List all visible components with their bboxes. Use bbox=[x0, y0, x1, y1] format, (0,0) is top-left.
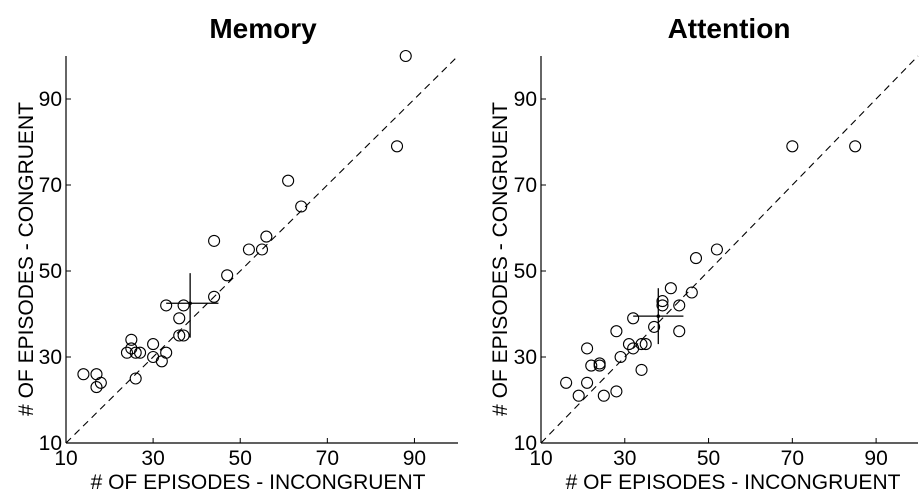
data-point bbox=[160, 299, 173, 312]
data-point bbox=[120, 346, 134, 359]
data-point bbox=[208, 234, 221, 247]
chart-title: Memory bbox=[209, 13, 317, 44]
data-point bbox=[610, 385, 623, 398]
data-point bbox=[689, 252, 703, 265]
mean-marker bbox=[656, 314, 661, 318]
x-tick-label: 50 bbox=[229, 447, 252, 470]
data-point bbox=[627, 312, 640, 325]
data-point bbox=[581, 376, 594, 389]
y-tick-label: 50 bbox=[514, 260, 537, 283]
data-point bbox=[125, 333, 138, 346]
x-tick-label: 10 bbox=[529, 447, 552, 470]
x-tick-label: 70 bbox=[316, 447, 339, 470]
data-point bbox=[129, 372, 142, 385]
data-point bbox=[656, 299, 669, 312]
data-point bbox=[786, 140, 799, 153]
data-point bbox=[90, 368, 103, 381]
data-point bbox=[673, 325, 686, 338]
data-point bbox=[673, 299, 686, 312]
data-point bbox=[622, 338, 636, 351]
y-tick-label: 90 bbox=[39, 88, 62, 111]
data-point bbox=[133, 346, 147, 359]
x-tick-label: 90 bbox=[864, 447, 887, 470]
x-axis-label: # OF EPISODES - INCONGRUENT bbox=[566, 471, 901, 494]
y-tick-label: 70 bbox=[39, 174, 62, 197]
data-point bbox=[593, 357, 606, 370]
data-point bbox=[635, 363, 648, 376]
data-point bbox=[635, 338, 648, 351]
chart-title: Attention bbox=[668, 13, 791, 44]
data-point bbox=[390, 140, 404, 153]
x-tick-label: 50 bbox=[697, 447, 720, 470]
data-point bbox=[282, 174, 295, 187]
data-point bbox=[173, 312, 186, 325]
data-point bbox=[147, 338, 160, 351]
data-point bbox=[639, 338, 652, 351]
y-tick-label: 50 bbox=[39, 260, 62, 283]
data-point bbox=[849, 140, 862, 153]
data-point bbox=[125, 342, 138, 355]
data-point bbox=[208, 290, 221, 303]
data-point bbox=[610, 325, 623, 338]
y-tick-label: 90 bbox=[514, 88, 537, 111]
y-tick-label: 10 bbox=[39, 432, 62, 455]
data-point bbox=[129, 346, 142, 359]
data-point bbox=[177, 329, 190, 342]
identity-line bbox=[65, 55, 459, 444]
data-point bbox=[585, 359, 598, 372]
data-point bbox=[94, 376, 107, 389]
data-point bbox=[77, 368, 90, 381]
data-point bbox=[664, 282, 677, 295]
y-axis-label: # OF EPISODES - CONGRUENT bbox=[15, 102, 38, 416]
data-point bbox=[160, 346, 173, 359]
data-point bbox=[221, 269, 234, 282]
data-point bbox=[177, 299, 190, 312]
data-point bbox=[710, 243, 723, 256]
data-point bbox=[255, 243, 269, 256]
mean-marker bbox=[188, 301, 192, 306]
data-point bbox=[648, 320, 661, 333]
x-tick-label: 10 bbox=[54, 447, 77, 470]
data-point bbox=[614, 350, 627, 364]
data-point bbox=[260, 230, 273, 243]
y-tick-label: 70 bbox=[514, 174, 537, 197]
memory-panel: Memory # OF EPISODES - INCONGRUENT # OF … bbox=[15, 13, 459, 494]
y-tick-label: 10 bbox=[514, 432, 537, 455]
data-point bbox=[581, 342, 594, 355]
y-axis-label: # OF EPISODES - CONGRUENT bbox=[489, 102, 512, 416]
x-tick-label: 90 bbox=[403, 447, 426, 470]
x-tick-label: 30 bbox=[141, 447, 164, 470]
y-tick-label: 30 bbox=[39, 346, 62, 369]
data-point bbox=[560, 376, 573, 389]
data-point bbox=[173, 329, 186, 342]
identity-line bbox=[540, 55, 919, 444]
y-tick-label: 30 bbox=[514, 346, 537, 369]
data-point bbox=[295, 200, 308, 213]
attention-panel: Attention # OF EPISODES - INCONGRUENT # … bbox=[489, 13, 919, 494]
data-point bbox=[155, 355, 168, 368]
data-point bbox=[242, 243, 255, 256]
data-point bbox=[572, 389, 585, 402]
data-point bbox=[656, 295, 669, 308]
x-axis-label: # OF EPISODES - INCONGRUENT bbox=[91, 471, 426, 494]
x-tick-label: 30 bbox=[613, 447, 636, 470]
data-point bbox=[90, 381, 103, 394]
data-point bbox=[399, 49, 412, 63]
data-point bbox=[597, 389, 610, 402]
x-tick-label: 70 bbox=[781, 447, 804, 470]
data-point bbox=[685, 286, 698, 299]
